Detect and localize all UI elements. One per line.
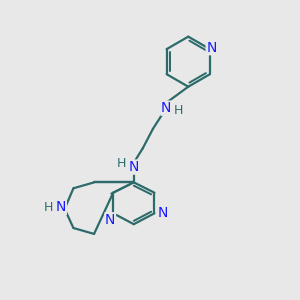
Text: H: H [117, 157, 126, 170]
Text: N: N [206, 41, 217, 55]
Text: N: N [129, 160, 139, 174]
Text: N: N [105, 213, 116, 227]
Text: N: N [161, 101, 171, 115]
Text: N: N [56, 200, 66, 214]
Text: H: H [174, 104, 183, 117]
Text: N: N [158, 206, 168, 220]
Text: H: H [44, 201, 53, 214]
